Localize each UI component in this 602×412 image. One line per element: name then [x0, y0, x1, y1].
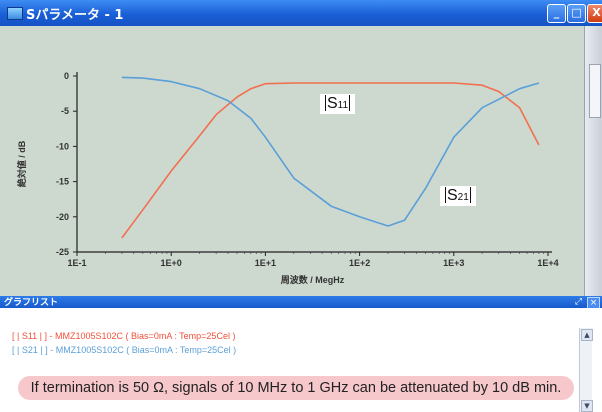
s11-subscript: 11 — [337, 100, 349, 111]
x-tick-label: 1E+1 — [255, 258, 276, 268]
x-tick-label: 1E-1 — [67, 258, 86, 268]
maximize-button[interactable]: □ — [567, 4, 586, 23]
window-title: Sパラメータ - 1 — [26, 8, 124, 23]
abs-bar-right — [349, 95, 351, 111]
x-tick-label: 1E+0 — [161, 258, 182, 268]
y-axis-label: 絶対値 / dB — [16, 140, 27, 187]
abs-bar-left — [325, 95, 326, 111]
y-tick-label: -5 — [61, 106, 69, 116]
x-tick-label: 1E+4 — [537, 258, 558, 268]
pin-icon[interactable]: ⤢ — [574, 297, 583, 307]
x-tick-label: 1E+2 — [349, 258, 370, 268]
caption-banner: If termination is 50 Ω, signals of 10 MH… — [18, 376, 574, 400]
s21-subscript: 21 — [457, 192, 469, 203]
scroll-up-icon[interactable]: ▲ — [581, 329, 593, 341]
abs-bar-left — [445, 187, 446, 203]
y-tick-label: -25 — [56, 247, 69, 257]
close-button[interactable]: X — [587, 4, 602, 23]
side-panel-tab[interactable] — [589, 64, 601, 118]
y-tick-label: 0 — [64, 71, 69, 81]
graph-list-title: グラフリスト — [4, 298, 59, 308]
minimize-button[interactable]: _ — [547, 4, 566, 23]
s21-annotation: S21 — [440, 186, 476, 206]
s21-curve — [121, 76, 540, 227]
close-icon[interactable]: × — [587, 297, 600, 310]
title-bar[interactable]: Sパラメータ - 1 _ □ X — [0, 0, 602, 26]
plot-area — [0, 26, 584, 296]
x-axis-label: 周波数 / MegHz — [281, 274, 345, 285]
s11-annotation: S11 — [320, 94, 356, 114]
y-tick-label: -20 — [56, 212, 69, 222]
scroll-down-icon[interactable]: ▼ — [581, 400, 593, 412]
y-tick-label: -15 — [56, 177, 69, 187]
window-icon — [7, 7, 23, 20]
y-tick-label: -10 — [56, 141, 69, 151]
x-tick-label: 1E+3 — [443, 258, 464, 268]
s11-curve — [121, 82, 540, 239]
graph-list-header: グラフリスト ⤢ × — [0, 296, 602, 310]
graph-list-scrollbar[interactable]: ▲ ▼ — [579, 328, 593, 412]
abs-bar-right — [469, 187, 471, 203]
graph-list-item-s21[interactable]: [ | S21 | ] - MMZ1005S102C ( Bias=0mA : … — [12, 345, 237, 355]
graph-list-item-s11[interactable]: [ | S11 | ] - MMZ1005S102C ( Bias=0mA : … — [12, 331, 236, 341]
